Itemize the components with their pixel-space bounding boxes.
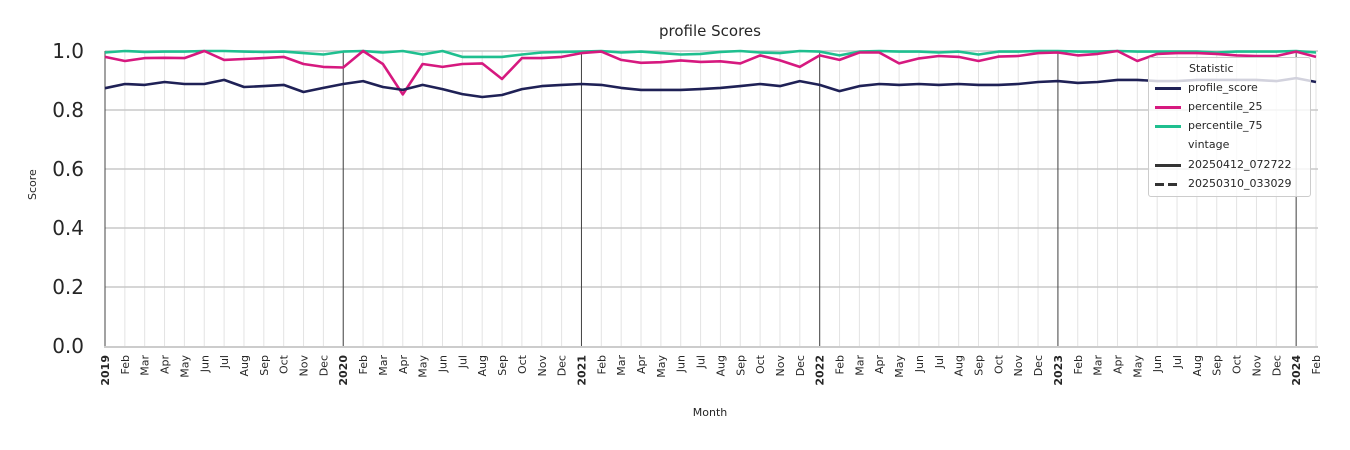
x-tick-label: Dec (317, 355, 330, 376)
x-tick-label: Aug (1191, 355, 1204, 376)
series-line-percentile-25 (104, 49, 1317, 96)
legend-label: 20250412_072722 (1188, 158, 1292, 171)
x-tick-label: 2019 (99, 355, 112, 386)
x-tick-label: Mar (139, 355, 152, 376)
legend-subtitle: vintage (1188, 138, 1230, 151)
y-tick-label: 0.8 (52, 98, 84, 122)
x-tick-label: Oct (754, 354, 767, 374)
x-tick-label: Feb (1072, 355, 1085, 374)
x-tick-label: Nov (536, 355, 549, 377)
legend-swatch-dashed (1155, 183, 1181, 186)
legend-item-vintage-dashed: 20250310_033029 (1149, 176, 1310, 192)
x-tick-label: Jun (1151, 355, 1164, 373)
x-tick-label: May (655, 355, 668, 378)
x-tick-label: Dec (1270, 355, 1283, 376)
x-tick-label: Feb (1310, 355, 1323, 374)
x-tick-label: Nov (298, 355, 311, 377)
year-separator-lines (104, 51, 1297, 346)
x-tick-label: Mar (853, 355, 866, 376)
x-tick-label: Apr (1111, 355, 1124, 375)
legend-swatch-percentile-75 (1155, 125, 1181, 128)
x-tick-label: Dec (1032, 355, 1045, 376)
legend-item-percentile-75: percentile_75 (1149, 118, 1310, 134)
y-tick-label: 0.0 (52, 334, 84, 358)
x-tick-label: Dec (556, 355, 569, 376)
legend-title: Statistic (1189, 62, 1234, 75)
x-tick-label: Oct (992, 354, 1005, 374)
legend-item-percentile-25: percentile_25 (1149, 99, 1310, 115)
x-tick-label: Jun (198, 355, 211, 373)
legend-label: 20250310_033029 (1188, 177, 1292, 190)
x-tick-label: Aug (714, 355, 727, 376)
x-tick-label: Nov (774, 355, 787, 377)
minor-gridlines (104, 51, 1317, 346)
x-axis-ticks: 2019 Feb Mar Apr May Jun Jul Aug Sep Oct Nov Dec 202… (99, 354, 1323, 385)
x-tick-label: Sep (734, 355, 747, 376)
y-axis-ticks: 0.0 0.2 0.4 0.6 0.8 1.0 (52, 39, 84, 358)
x-tick-label: 2020 (337, 355, 350, 386)
legend-label: profile_score (1188, 81, 1258, 94)
x-tick-label: Dec (794, 355, 807, 376)
chart-title: profile Scores (659, 22, 761, 40)
x-tick-label: Jun (913, 355, 926, 373)
x-tick-label: May (178, 355, 191, 378)
x-tick-label: Jul (933, 355, 946, 369)
x-tick-label: May (893, 355, 906, 378)
x-tick-label: Aug (238, 355, 251, 376)
x-tick-label: 2023 (1052, 355, 1065, 386)
x-tick-label: Jun (675, 355, 688, 373)
x-tick-label: Feb (119, 355, 132, 374)
legend-item-profile-score: profile_score (1149, 80, 1310, 96)
legend-swatch-profile-score (1155, 87, 1181, 90)
x-tick-label: Apr (159, 355, 172, 375)
legend-swatch-solid (1155, 164, 1181, 167)
legend-label: percentile_25 (1188, 100, 1263, 113)
x-tick-label: Nov (1012, 355, 1025, 377)
x-tick-label: 2022 (814, 355, 827, 386)
x-tick-label: Apr (635, 355, 648, 375)
x-tick-label: Sep (258, 355, 271, 376)
legend-label: percentile_75 (1188, 119, 1263, 132)
x-tick-label: Oct (516, 354, 529, 374)
legend-item-vintage-solid: 20250412_072722 (1149, 157, 1310, 173)
x-tick-label: Aug (953, 355, 966, 376)
x-tick-label: Mar (615, 355, 628, 376)
x-tick-label: Sep (496, 355, 509, 376)
x-tick-label: Feb (595, 355, 608, 374)
series-lines (104, 49, 1317, 99)
x-tick-label: Apr (873, 355, 886, 375)
series-line-percentile-75 (104, 49, 1317, 59)
x-tick-label: Sep (973, 355, 986, 376)
y-tick-label: 0.2 (52, 275, 84, 299)
x-tick-label: Oct (278, 354, 291, 374)
x-tick-label: May (417, 355, 430, 378)
x-tick-label: Jul (456, 355, 469, 369)
y-tick-label: 1.0 (52, 39, 84, 63)
x-tick-label: Jun (436, 355, 449, 373)
legend: Statistic profile_score percentile_25 pe… (1148, 57, 1311, 197)
x-tick-label: Jul (695, 355, 708, 369)
x-tick-label: Mar (377, 355, 390, 376)
legend-swatch-percentile-25 (1155, 106, 1181, 109)
x-tick-label: Nov (1250, 355, 1263, 377)
x-tick-label: Sep (1211, 355, 1224, 376)
x-tick-label: Feb (834, 355, 847, 374)
x-tick-label: Jul (218, 355, 231, 369)
y-tick-label: 0.4 (52, 216, 84, 240)
x-tick-label: Feb (357, 355, 370, 374)
x-tick-label: Oct (1231, 354, 1244, 374)
x-tick-label: Apr (397, 355, 410, 375)
x-tick-label: Mar (1092, 355, 1105, 376)
x-tick-label: Aug (476, 355, 489, 376)
x-axis-label: Month (692, 406, 728, 419)
series-line-profile-score (104, 76, 1317, 99)
x-tick-label: May (1131, 355, 1144, 378)
x-tick-label: 2024 (1290, 355, 1303, 386)
x-tick-label: Jul (1171, 355, 1184, 369)
x-tick-label: 2021 (575, 355, 588, 386)
y-tick-label: 0.6 (52, 157, 84, 181)
